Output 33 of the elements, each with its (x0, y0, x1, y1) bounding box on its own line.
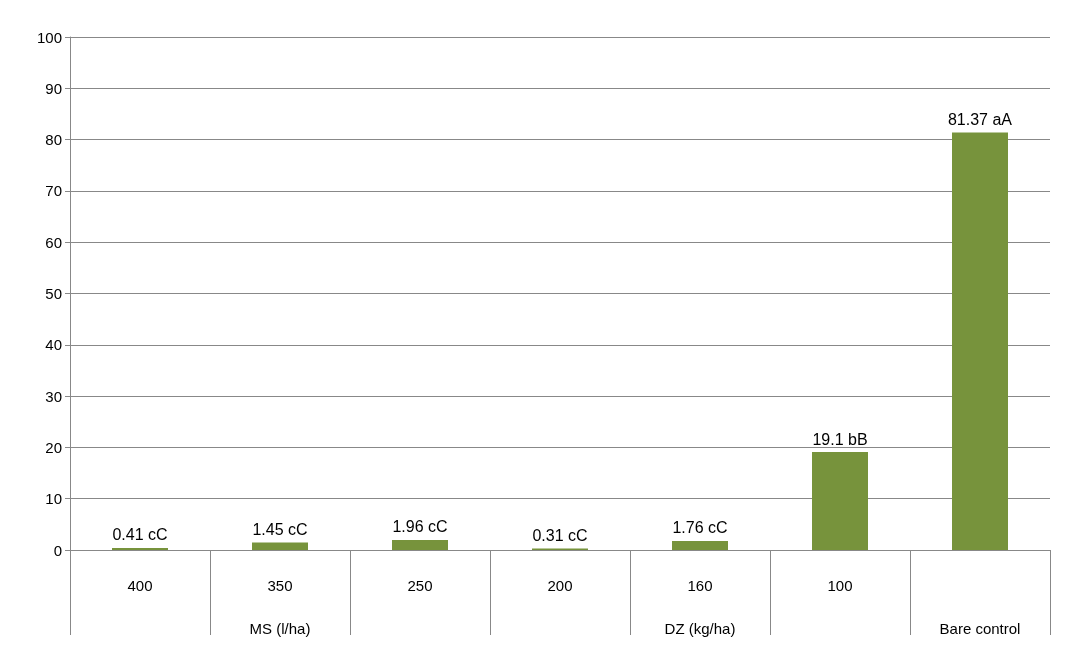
data-label: 1.76 cC (672, 519, 728, 537)
bar (672, 540, 728, 550)
text: DZ (kg/ha) (664, 619, 736, 637)
bar (952, 132, 1008, 550)
x-tick-label: 160 (687, 577, 713, 594)
y-tick-label: 50 (45, 285, 62, 302)
y-tick-label: 80 (45, 131, 62, 149)
y-tick-label: 30 (45, 387, 62, 405)
bar (112, 547, 168, 550)
x-tick-label: 200 (547, 577, 573, 594)
data-label: 0.31 cC (532, 526, 588, 544)
y-tick-label: 40 (45, 336, 62, 354)
y-tick-label: 70 (45, 182, 62, 200)
text: Bare control (939, 619, 1021, 637)
bar (392, 539, 448, 550)
y-tick-label: 0 (53, 541, 62, 559)
x-tick-label: 100 (827, 577, 853, 594)
bar (812, 452, 868, 550)
y-tick-label: 90 (45, 79, 62, 97)
y-tick-label: 100 (36, 28, 62, 46)
text: MS (l/ha) (249, 619, 311, 637)
data-label: 1.45 cC (252, 521, 308, 539)
data-label: 81.37 aA (947, 111, 1013, 129)
x-tick-label: 350 (267, 577, 293, 594)
y-tick-label: 20 (45, 438, 62, 456)
x-tick-label: 400 (127, 577, 153, 594)
x-tick-label: 250 (407, 577, 433, 594)
data-label: 19.1 bB (812, 430, 868, 448)
data-label: 0.41 cC (112, 526, 168, 544)
data-label: 1.96 cC (392, 518, 448, 536)
y-tick-label: 60 (45, 233, 62, 251)
y-tick-label: 10 (45, 490, 62, 508)
bar (252, 542, 308, 550)
